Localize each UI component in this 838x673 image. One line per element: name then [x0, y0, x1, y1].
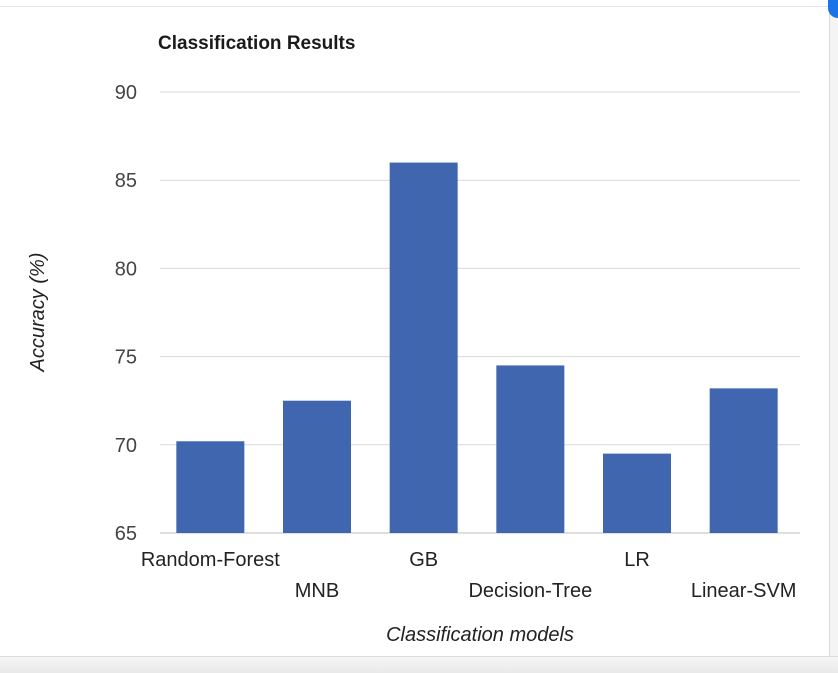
y-tick-label: 90	[115, 82, 137, 104]
y-tick-label: 80	[115, 258, 137, 280]
bar-mnb	[283, 400, 351, 533]
scrollbar[interactable]	[829, 0, 838, 673]
corner-indicator	[828, 0, 838, 18]
bar-gb	[389, 162, 458, 533]
bar-random-forest	[176, 441, 245, 533]
bar-decision-tree	[496, 365, 565, 533]
bar-lr	[603, 453, 671, 533]
x-category-label: GB	[409, 549, 438, 571]
y-tick-label: 75	[115, 347, 137, 369]
bar-linear-svm	[709, 388, 778, 533]
bars	[176, 162, 778, 533]
y-tick-labels: 65 70 75 80 85 90	[115, 82, 137, 545]
gridlines	[160, 91, 800, 534]
y-tick-label: 85	[115, 170, 137, 192]
chart-title: Classification Results	[158, 33, 355, 54]
x-category-label: Linear-SVM	[691, 580, 797, 602]
y-tick-label: 70	[115, 435, 137, 457]
category-labels: Random-Forest MNB GB Decision-Tree LR Linear-…	[141, 549, 797, 602]
x-category-label: Random-Forest	[141, 549, 280, 571]
y-tick-label: 65	[115, 523, 137, 545]
bottom-edge	[0, 656, 838, 673]
x-axis-title: Classification models	[386, 624, 574, 646]
top-strip	[0, 0, 838, 7]
x-category-label: MNB	[295, 580, 339, 602]
y-axis-title: Accuracy (%)	[27, 253, 49, 373]
x-category-label: LR	[624, 549, 650, 571]
x-category-label: Decision-Tree	[468, 580, 592, 602]
